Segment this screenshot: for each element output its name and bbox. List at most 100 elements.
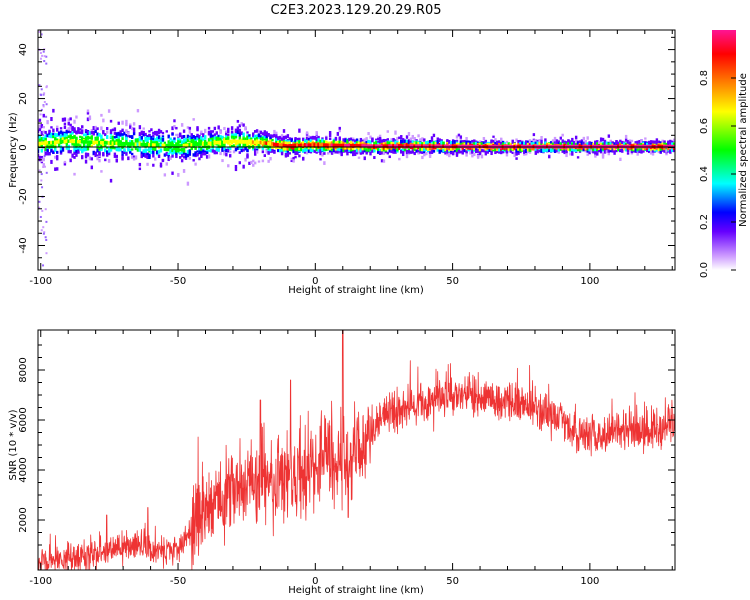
heatmap-cell (92, 140, 96, 145)
heatmap-cell (167, 134, 170, 139)
colorbar: 0.00.20.40.60.8 Normalized spectral ampl… (699, 30, 749, 278)
heatmap-cell (432, 141, 436, 146)
heatmap-cell (81, 155, 84, 158)
heatmap-cell (613, 147, 616, 151)
heatmap-cell (619, 157, 622, 162)
heatmap-cell (459, 140, 463, 144)
heatmap-cell (238, 161, 242, 165)
heatmap-cell (138, 148, 142, 152)
heatmap-cell (428, 146, 432, 151)
heatmap-cell (159, 139, 163, 143)
heatmap-cell (232, 133, 236, 136)
heatmap-cell (192, 153, 195, 157)
heatmap-cell (461, 140, 464, 143)
heatmap-cell (542, 143, 545, 147)
heatmap-cell (271, 142, 274, 146)
heatmap-cell (75, 147, 78, 151)
heatmap-cell (669, 149, 672, 154)
heatmap-cell (390, 144, 394, 148)
heatmap-cell (119, 130, 122, 134)
heatmap-cell (61, 147, 65, 152)
heatmap-cell (43, 100, 46, 103)
heatmap-cell (278, 148, 282, 153)
heatmap-cell (445, 144, 449, 149)
heatmap-cell (455, 142, 459, 146)
heatmap-cell (41, 54, 44, 57)
heatmap-cell (315, 136, 318, 141)
heatmap-cell (261, 143, 265, 147)
heatmap-cell (94, 125, 97, 130)
heatmap-cell (157, 139, 161, 142)
heatmap-cell (330, 146, 334, 150)
heatmap-cell (430, 142, 434, 146)
heatmap-cell (165, 162, 168, 166)
heatmap-cell (40, 124, 44, 128)
heatmap-cell (371, 144, 374, 148)
heatmap-cell (615, 149, 618, 153)
heatmap-cell (661, 139, 664, 144)
heatmap-cell (163, 141, 167, 146)
heatmap-cell (142, 152, 145, 157)
heatmap-cell (592, 150, 595, 154)
heatmap-cell (152, 150, 155, 155)
heatmap-cell (665, 149, 668, 153)
heatmap-cell (296, 143, 299, 148)
heatmap-cell (86, 117, 90, 122)
heatmap-cell (296, 138, 299, 144)
heatmap-cell (44, 150, 47, 153)
heatmap-cell (284, 155, 288, 158)
heatmap-cell (209, 136, 213, 140)
heatmap-cell (407, 148, 411, 152)
heatmap-cell (223, 140, 226, 144)
heatmap-cell (129, 135, 132, 138)
heatmap-cell (582, 142, 586, 147)
heatmap-cell (484, 151, 488, 156)
heatmap-cell (236, 130, 240, 135)
heatmap-cell (184, 152, 188, 156)
heatmap-cell (154, 141, 157, 145)
heatmap-cell (75, 141, 78, 146)
heatmap-cell (173, 139, 176, 143)
heatmap-cell (486, 151, 489, 154)
heatmap-cell (94, 137, 97, 142)
heatmap-cell (298, 137, 301, 141)
heatmap-cell (71, 127, 74, 132)
heatmap-cell (269, 136, 272, 140)
heatmap-cell (544, 148, 547, 153)
heatmap-cell (623, 142, 626, 146)
heatmap-cell (463, 142, 466, 146)
heatmap-cell (524, 149, 528, 153)
heatmap-cell (376, 137, 380, 141)
heatmap-cell (359, 137, 363, 143)
heatmap-cell (111, 139, 115, 144)
heatmap-cell (65, 130, 69, 134)
heatmap-cell (207, 126, 211, 130)
heatmap-cell (150, 135, 153, 140)
heatmap-cell (43, 55, 46, 58)
heatmap-cell (355, 141, 359, 144)
heatmap-cell (411, 134, 414, 139)
heatmap-cell (219, 140, 222, 145)
heatmap-cell (548, 149, 551, 153)
heatmap-cell (599, 149, 603, 154)
heatmap-cell (494, 142, 497, 145)
heatmap-cell (79, 144, 82, 147)
heatmap-cell (242, 137, 245, 141)
heatmap-cell (501, 142, 505, 146)
heatmap-cell (255, 143, 259, 148)
heatmap-cell (294, 150, 297, 155)
heatmap-cell (555, 149, 559, 153)
heatmap-cell (425, 152, 428, 156)
heatmap-cell (217, 144, 220, 149)
heatmap-cell (286, 149, 290, 153)
heatmap-cell (261, 132, 265, 136)
heatmap-cell (598, 148, 601, 153)
heatmap-cell (590, 147, 593, 151)
heatmap-cell (53, 140, 57, 144)
heatmap-cell (311, 147, 315, 153)
heatmap-cell (77, 143, 80, 147)
heatmap-cell (130, 152, 134, 156)
heatmap-cell (386, 151, 390, 155)
heatmap-cell (230, 135, 234, 139)
heatmap-cell (671, 140, 674, 144)
